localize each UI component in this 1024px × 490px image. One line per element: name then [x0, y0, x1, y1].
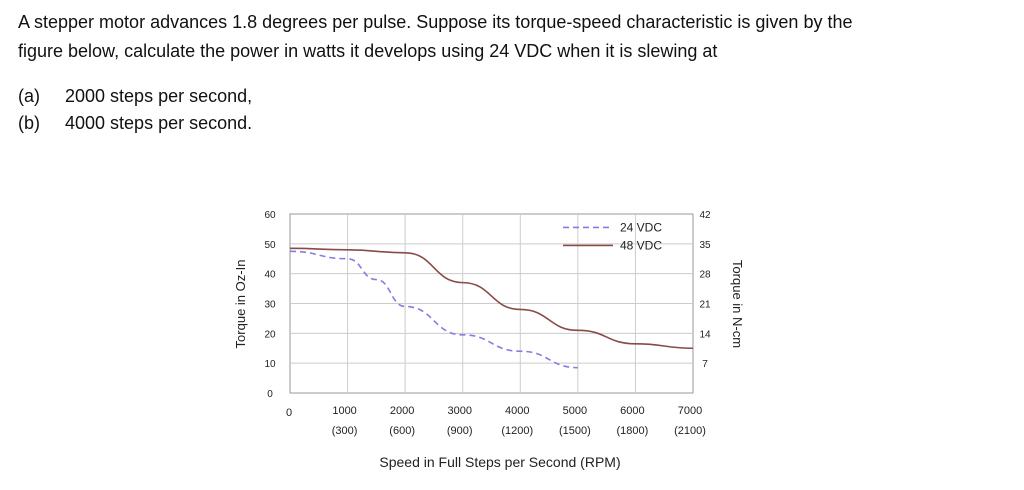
y-tick-label: 10: [264, 359, 276, 370]
problem-line-1: A stepper motor advances 1.8 degrees per…: [18, 12, 853, 32]
y-right-tick-label: 7: [702, 359, 708, 370]
y-tick-label: 50: [264, 240, 276, 251]
x-tick-rpm-label: (900): [447, 425, 473, 437]
x-tick-label: 3000: [447, 405, 471, 417]
y-right-tick-label: 35: [699, 240, 711, 251]
legend-label: 24 VDC: [620, 220, 662, 234]
problem-line-2: figure below, calculate the power in wat…: [18, 41, 718, 61]
y-tick-label: 60: [264, 210, 276, 221]
y-tick-label: 0: [267, 389, 273, 400]
part-b-text: 4000 steps per second.: [65, 113, 253, 133]
x-tick-label: 1000: [332, 405, 356, 417]
y-axis-label: Torque in Oz-In: [233, 260, 248, 349]
y-right-tick-label: 42: [699, 210, 711, 221]
x-tick-rpm-label: (2100): [674, 425, 706, 437]
x-tick-label: 2000: [390, 405, 414, 417]
y-right-tick-label: 14: [699, 329, 711, 340]
x-tick-label: 5000: [563, 405, 587, 417]
part-a-text: 2000 steps per second,: [65, 86, 253, 106]
x-tick-rpm-label: (1200): [501, 425, 533, 437]
y-right-tick-label: 21: [699, 300, 711, 311]
y-right-tick-label: 28: [699, 270, 711, 281]
x-tick-label: 0: [286, 407, 292, 419]
y-tick-label: 40: [264, 270, 276, 281]
series-line-24-vdc: [289, 250, 578, 369]
y-tick-label: 20: [264, 329, 276, 340]
y-axis-right-label: Torque in N-cm: [730, 260, 745, 348]
x-tick-rpm-label: (1800): [617, 425, 649, 437]
x-axis-label: Speed in Full Steps per Second (RPM): [379, 454, 620, 470]
x-tick-label: 6000: [620, 405, 644, 417]
x-tick-label: 7000: [678, 405, 702, 417]
series-line-48-vdc: [289, 247, 694, 350]
x-tick-rpm-label: (600): [389, 425, 415, 437]
x-tick-label: 4000: [505, 405, 529, 417]
part-a-label: (a): [18, 86, 40, 106]
x-tick-rpm-label: (300): [332, 425, 358, 437]
legend-label: 48 VDC: [620, 238, 662, 252]
y-tick-label: 30: [264, 300, 276, 311]
part-b-label: (b): [18, 113, 40, 133]
x-tick-rpm-label: (1500): [559, 425, 591, 437]
